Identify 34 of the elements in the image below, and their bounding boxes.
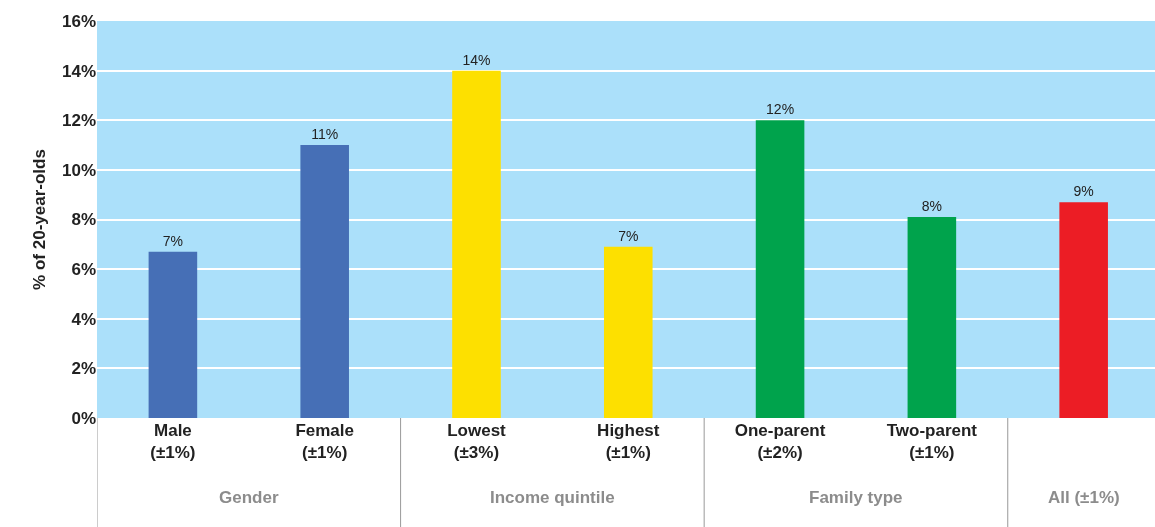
x-tick-label: One-parent (±2%) xyxy=(734,421,826,463)
x-tick-label: Lowest (±3%) xyxy=(447,421,507,463)
x-tick-label: Highest (±1%) xyxy=(597,421,660,463)
bar xyxy=(148,251,198,418)
bar xyxy=(452,70,501,418)
bar xyxy=(603,246,653,418)
bar xyxy=(755,120,805,418)
text: Gender xyxy=(219,488,279,507)
data-label: 8% xyxy=(921,198,942,215)
x-tick-label: Male (±1%) xyxy=(150,421,196,463)
y-tick-label: 6% xyxy=(71,260,96,280)
text: Income quintile xyxy=(490,488,615,507)
y-tick-label: 2% xyxy=(71,359,96,379)
x-tick-label: Two-parent (±1%) xyxy=(886,421,978,463)
y-tick-label: 4% xyxy=(71,309,96,329)
text: All (±1%) xyxy=(1048,488,1120,507)
data-label: 7% xyxy=(162,232,184,249)
y-tick-label: 16% xyxy=(61,11,96,31)
data-label: 7% xyxy=(618,227,639,244)
data-label: 12% xyxy=(766,101,795,118)
y-tick-label: 0% xyxy=(71,408,96,428)
y-tick-label: 8% xyxy=(71,210,96,230)
y-tick-label: 14% xyxy=(61,61,96,81)
y-tick-label: 10% xyxy=(61,160,96,180)
y-axis-title: % of 20-year-olds xyxy=(29,149,49,290)
bar xyxy=(300,145,349,418)
bar xyxy=(1059,202,1108,418)
data-label: 11% xyxy=(311,126,339,143)
text: Family type xyxy=(809,488,903,507)
data-label: 9% xyxy=(1073,183,1094,200)
x-tick-label: Female (±1%) xyxy=(295,421,354,463)
bar xyxy=(907,217,957,418)
y-tick-label: 12% xyxy=(61,111,96,131)
data-label: 14% xyxy=(462,51,491,68)
